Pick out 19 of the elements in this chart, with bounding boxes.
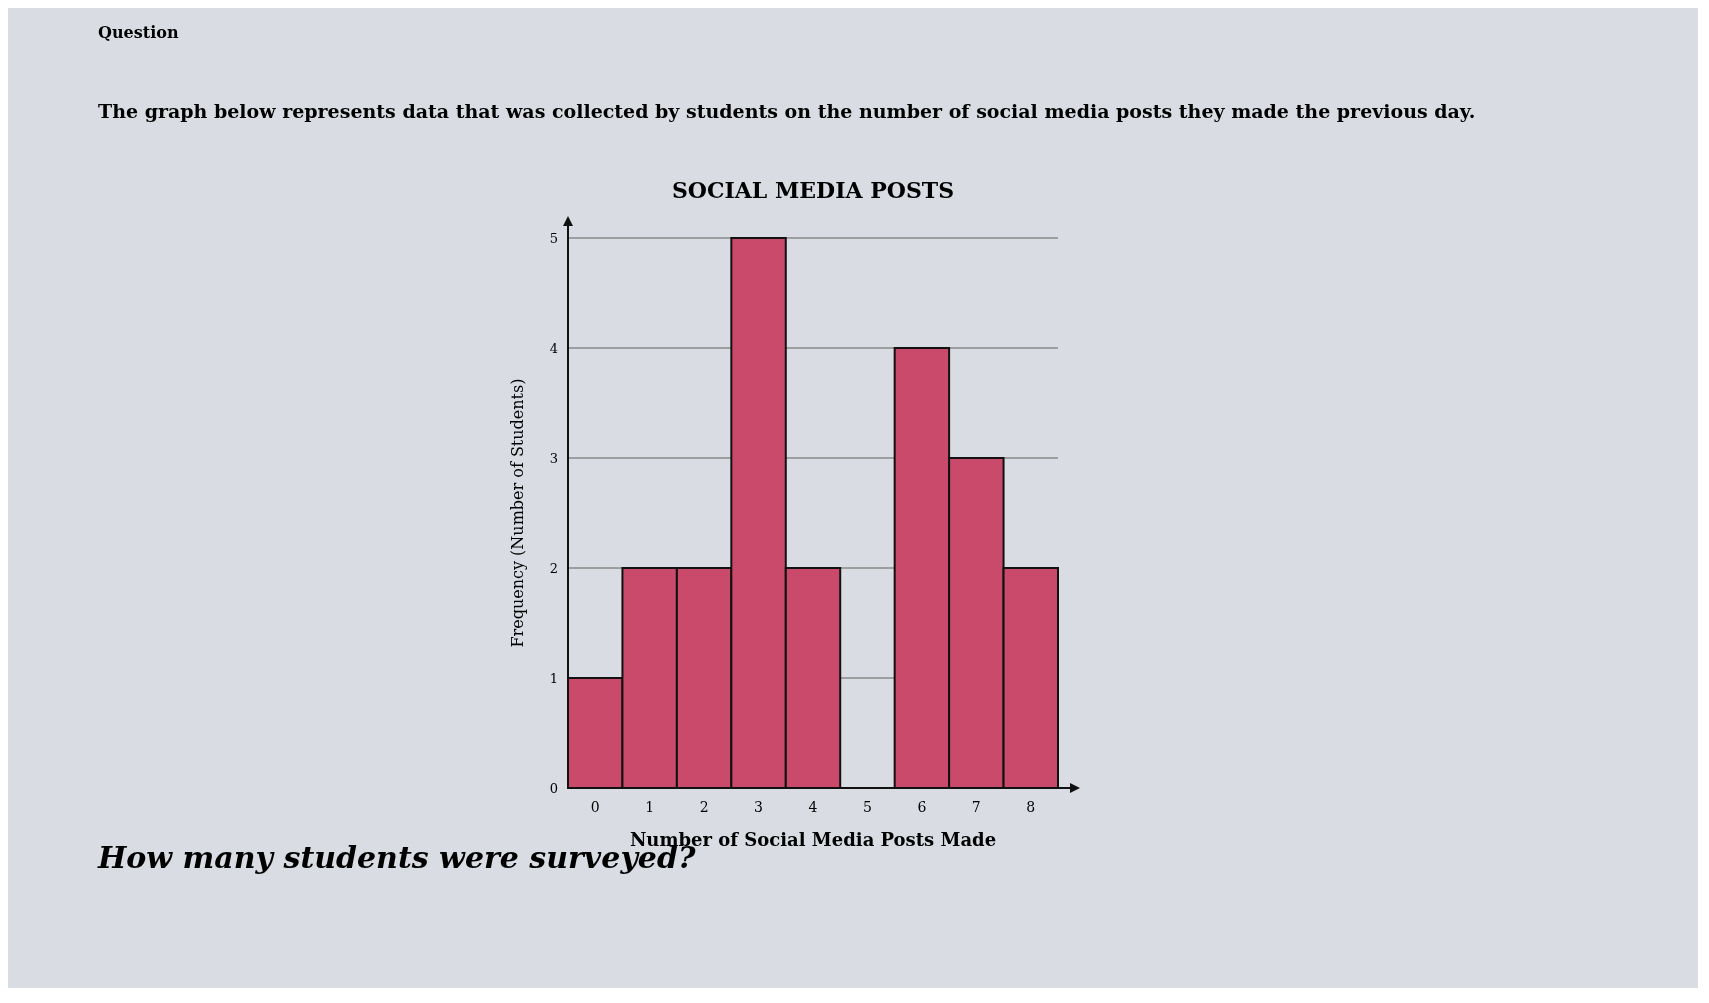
chart-title: SOCIAL MEDIA POSTS xyxy=(671,177,955,203)
y-tick-label: 0 xyxy=(549,780,558,796)
x-tick-label: 7 xyxy=(971,799,981,815)
x-tick-label: 8 xyxy=(1026,799,1036,815)
text: The graph below represents data that was collected by students on the number of social media posts they made the previous day. xyxy=(98,100,1476,122)
y-tick-label: 3 xyxy=(549,450,558,466)
y-tick-label: 5 xyxy=(549,230,558,246)
x-tick-label: 5 xyxy=(862,799,872,815)
y-tick-label: 1 xyxy=(549,670,558,686)
x-tick-label: 2 xyxy=(699,799,709,815)
y-axis-title: Frequency (Number of Students) xyxy=(508,378,527,648)
x-tick-label: 4 xyxy=(808,799,818,815)
x-tick-label: 3 xyxy=(754,799,764,815)
x-tick-label: 6 xyxy=(917,799,927,815)
x-tick-label: 1 xyxy=(645,799,655,815)
y-tick-label: 2 xyxy=(549,560,558,576)
text: Question xyxy=(98,23,179,42)
y-tick-label: 4 xyxy=(549,340,558,356)
x-tick-label: 0 xyxy=(590,799,600,815)
